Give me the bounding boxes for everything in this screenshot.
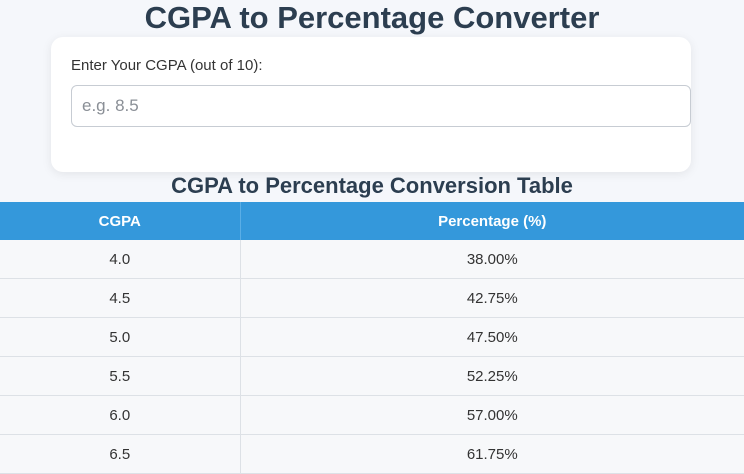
table-row: 4.5 42.75% <box>0 278 744 318</box>
cgpa-cell: 5.5 <box>0 356 241 396</box>
cgpa-cell: 5.0 <box>0 317 241 357</box>
table-header-row: CGPA Percentage (%) <box>0 202 744 240</box>
table-row: 6.0 57.00% <box>0 395 744 435</box>
converter-card: Enter Your CGPA (out of 10): <box>51 37 691 172</box>
percentage-cell: 57.00% <box>240 395 744 435</box>
percentage-cell: 38.00% <box>240 240 744 279</box>
conversion-table: CGPA Percentage (%) 4.0 38.00% 4.5 42.75… <box>0 202 744 474</box>
percentage-cell: 47.50% <box>240 317 744 357</box>
cgpa-input-label: Enter Your CGPA (out of 10): <box>71 57 263 74</box>
cgpa-cell: 6.0 <box>0 395 241 435</box>
cgpa-cell: 4.0 <box>0 240 241 279</box>
table-row: 5.0 47.50% <box>0 317 744 357</box>
table-row: 5.5 52.25% <box>0 356 744 396</box>
table-row: 4.0 38.00% <box>0 240 744 279</box>
percentage-cell: 42.75% <box>240 278 744 318</box>
cgpa-cell: 6.5 <box>0 434 241 474</box>
cgpa-input[interactable] <box>71 85 691 127</box>
table-row: 6.5 61.75% <box>0 434 744 474</box>
percentage-cell: 61.75% <box>240 434 744 474</box>
percentage-cell: 52.25% <box>240 356 744 396</box>
cgpa-cell: 4.5 <box>0 278 241 318</box>
table-title: CGPA to Percentage Conversion Table <box>171 173 573 198</box>
column-header-cgpa: CGPA <box>0 202 241 240</box>
column-header-percentage: Percentage (%) <box>240 202 744 240</box>
page-title: CGPA to Percentage Converter <box>144 0 600 35</box>
